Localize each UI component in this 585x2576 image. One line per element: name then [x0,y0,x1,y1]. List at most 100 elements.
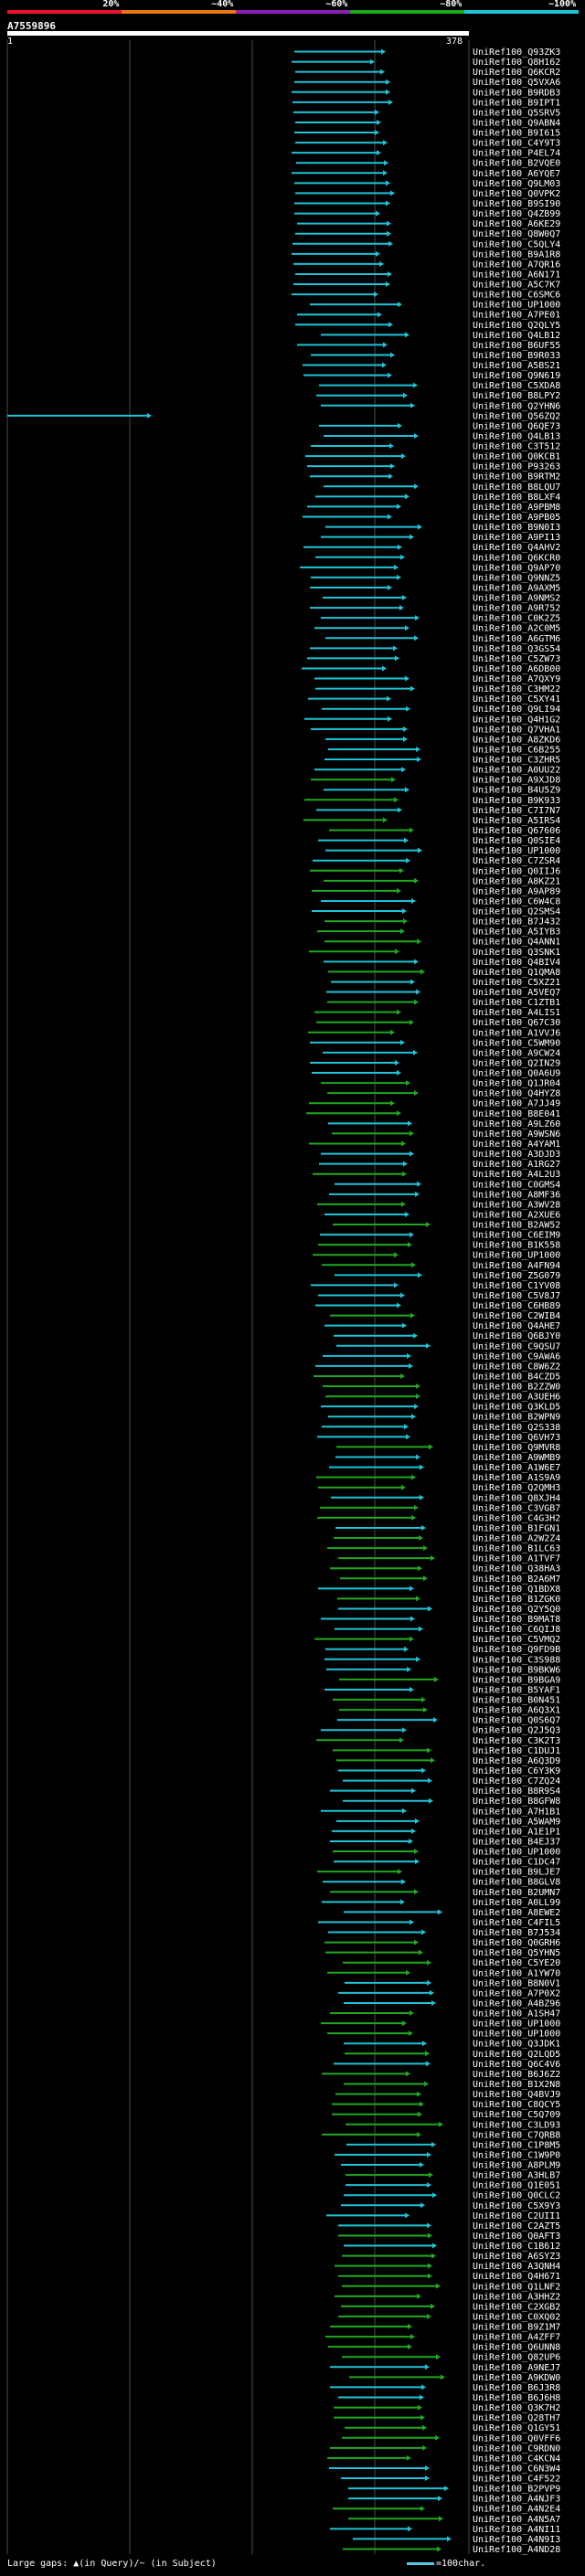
hit-label[interactable]: UniRef100_B9LJE7 [473,1868,560,1878]
hit-label[interactable]: UniRef100_C7ZSR4 [473,856,560,866]
hit-label[interactable]: UniRef100_C6W4C8 [473,896,560,906]
hit-label[interactable]: UniRef100_Q67C30 [473,1018,560,1028]
hit-label[interactable]: UniRef100_B4U5Z9 [473,786,560,796]
hit-label[interactable]: UniRef100_Q0CLC2 [473,2191,560,2201]
hit-label[interactable]: UniRef100_Q0SIE4 [473,836,560,846]
hit-label[interactable]: UniRef100_Q3SNK1 [473,948,560,958]
hit-label[interactable]: UniRef100_A5VEQ7 [473,988,560,998]
hit-label[interactable]: UniRef100_B2A6M7 [473,1574,560,1585]
hit-label[interactable]: UniRef100_A4N5A7 [473,2515,560,2525]
hit-label[interactable]: UniRef100_C3HM22 [473,684,560,694]
hit-label[interactable]: UniRef100_C3K2T3 [473,1736,560,1746]
hit-label[interactable]: UniRef100_C7I7N7 [473,806,560,816]
hit-label[interactable]: UniRef100_Q56ZQ2 [473,411,560,421]
hit-label[interactable]: UniRef100_Q6KCR2 [473,68,560,78]
hit-label[interactable]: UniRef100_Q4H671 [473,2272,560,2282]
hit-label[interactable]: UniRef100_C7ZQ24 [473,1776,560,1786]
hit-label[interactable]: UniRef100_B9BGA9 [473,1675,560,1685]
hit-label[interactable]: UniRef100_C5XDA8 [473,381,560,391]
hit-label[interactable]: UniRef100_A2XUE6 [473,1210,560,1220]
hit-label[interactable]: UniRef100_A3WV28 [473,1200,560,1210]
hit-label[interactable]: UniRef100_B7J534 [473,1928,560,1938]
hit-label[interactable]: UniRef100_C6SMC6 [473,291,560,301]
hit-label[interactable]: UniRef100_Q0VPK2 [473,189,560,199]
hit-label[interactable]: UniRef100_C5YE20 [473,1958,560,1968]
hit-label[interactable]: UniRef100_Q1GY51 [473,2423,560,2433]
hit-label[interactable]: UniRef100_A6SYZ3 [473,2252,560,2262]
hit-label[interactable]: UniRef100_Q6BJY0 [473,1331,560,1341]
hit-label[interactable]: UniRef100_A1W6E7 [473,1463,560,1473]
hit-label[interactable]: UniRef100_Q9LI94 [473,705,560,715]
hit-label[interactable]: UniRef100_Q3JDK1 [473,2040,560,2050]
hit-label[interactable]: UniRef100_A9AP89 [473,886,560,896]
hit-label[interactable]: UniRef100_Q4HYZ8 [473,1089,560,1099]
hit-label[interactable]: UniRef100_Q0AFT3 [473,2231,560,2242]
hit-label[interactable]: UniRef100_C6Y3K9 [473,1766,560,1776]
hit-label[interactable]: UniRef100_Q0KCB1 [473,452,560,462]
hit-label[interactable]: UniRef100_A5BS21 [473,361,560,371]
hit-label[interactable]: UniRef100_B8E041 [473,1109,560,1119]
hit-label[interactable]: UniRef100_C0K2Z5 [473,614,560,624]
hit-label[interactable]: UniRef100_Q6C4V6 [473,2060,560,2070]
hit-label[interactable]: UniRef100_A9PB05 [473,513,560,523]
hit-label[interactable]: UniRef100_C2UII1 [473,2211,560,2221]
hit-label[interactable]: UniRef100_C2XGB2 [473,2302,560,2312]
hit-label[interactable]: UniRef100_Q9AP70 [473,563,560,573]
hit-label[interactable]: UniRef100_Q3K7H2 [473,2403,560,2413]
hit-label[interactable]: UniRef100_C5Q709 [473,2110,560,2120]
hit-label[interactable]: UniRef100_Q6UNN8 [473,2343,560,2353]
hit-label[interactable]: UniRef100_A4N9I3 [473,2535,560,2545]
hit-label[interactable]: UniRef100_B4EJ37 [473,1837,560,1847]
hit-label[interactable]: UniRef100_Q2SMS4 [473,907,560,917]
hit-label[interactable]: UniRef100_Q1JR04 [473,1079,560,1089]
hit-label[interactable]: UniRef100_Q9N619 [473,371,560,381]
hit-label[interactable]: UniRef100_A9PBM8 [473,503,560,513]
hit-label[interactable]: UniRef100_A4L2U3 [473,1170,560,1180]
hit-label[interactable]: UniRef100_A9NMS2 [473,594,560,604]
hit-label[interactable]: UniRef100_B1LC63 [473,1544,560,1554]
hit-label[interactable]: UniRef100_Q9LM03 [473,179,560,189]
hit-label[interactable]: UniRef100_A6KE29 [473,219,560,229]
hit-label[interactable]: UniRef100_B2WPN9 [473,1413,560,1423]
hit-label[interactable]: UniRef100_A9R752 [473,604,560,614]
hit-label[interactable]: UniRef100_Q4LB13 [473,431,560,441]
hit-label[interactable]: UniRef100_Q0A6U9 [473,1069,560,1079]
hit-label[interactable]: UniRef100_Q8H162 [473,58,560,68]
hit-label[interactable]: UniRef100_A1RG27 [473,1160,560,1170]
hit-label[interactable]: UniRef100_A0LL99 [473,1898,560,1908]
hit-label[interactable]: UniRef100_A4BZ96 [473,1998,560,2009]
hit-label[interactable]: UniRef100_B6J6H8 [473,2393,560,2403]
hit-label[interactable]: UniRef100_C4F522 [473,2475,560,2485]
hit-label[interactable]: UniRef100_A9AXM5 [473,583,560,593]
hit-label[interactable]: UniRef100_A3HHZ2 [473,2292,560,2302]
hit-label[interactable]: UniRef100_C2WIB4 [473,1311,560,1321]
hit-label[interactable]: UniRef100_P93263 [473,462,560,472]
hit-label[interactable]: UniRef100_A7PE01 [473,311,560,321]
hit-label[interactable]: UniRef100_B8LXF4 [473,493,560,503]
hit-label[interactable]: UniRef100_A3HLB7 [473,2171,560,2181]
hit-label[interactable]: UniRef100_A5WAM9 [473,1817,560,1827]
hit-label[interactable]: UniRef100_Q2QLY5 [473,321,560,331]
hit-label[interactable]: UniRef100_A6GTM6 [473,634,560,644]
hit-label[interactable]: UniRef100_A0UU22 [473,766,560,776]
hit-label[interactable]: UniRef100_Q4LB12 [473,331,560,341]
hit-label[interactable]: UniRef100_B6J6Z2 [473,2070,560,2080]
hit-label[interactable]: UniRef100_B9A1R8 [473,249,560,260]
hit-label[interactable]: UniRef100_A6DB00 [473,664,560,674]
hit-label[interactable]: UniRef100_Q5VXA6 [473,78,560,88]
hit-label[interactable]: UniRef100_B9K933 [473,796,560,806]
hit-label[interactable]: UniRef100_A1E1P1 [473,1827,560,1837]
hit-label[interactable]: UniRef100_A1S9A9 [473,1473,560,1483]
hit-label[interactable]: UniRef100_C1B612 [473,2242,560,2252]
hit-label[interactable]: UniRef100_A4FN94 [473,1261,560,1271]
hit-label[interactable]: UniRef100_A1VVJ6 [473,1028,560,1038]
hit-label[interactable]: UniRef100_Q1LNF2 [473,2282,560,2292]
hit-label[interactable]: UniRef100_A8MF36 [473,1190,560,1200]
hit-label[interactable]: UniRef100_C5WM90 [473,1038,560,1048]
hit-label[interactable]: UniRef100_B8N0V1 [473,1978,560,1988]
hit-label[interactable]: UniRef100_A9LZ60 [473,1119,560,1129]
hit-label[interactable]: UniRef100_A2W2Z4 [473,1534,560,1544]
hit-label[interactable]: UniRef100_B9BKW6 [473,1665,560,1675]
hit-label[interactable]: UniRef100_C5XZ21 [473,978,560,988]
hit-label[interactable]: UniRef100_Q5YHN5 [473,1948,560,1958]
